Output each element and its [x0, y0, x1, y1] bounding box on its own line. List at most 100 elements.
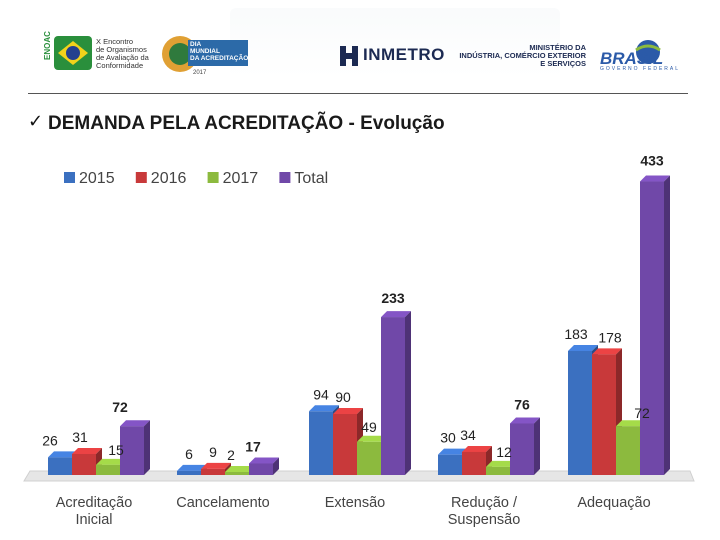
brasil-wordmark: BRASIL: [600, 49, 663, 68]
x-tick-label-0: Inicial: [75, 512, 112, 528]
data-label-Total-2: 233: [381, 290, 405, 306]
ministerio-text: MINISTÉRIO DA INDÚSTRIA, COMÉRCIO EXTERI…: [456, 44, 586, 68]
data-label-2015-4: 183: [564, 326, 588, 342]
data-label-2016-2: 90: [335, 389, 351, 405]
data-label-2016-0: 31: [72, 429, 88, 445]
ministerio-line: MINISTÉRIO DA: [529, 43, 586, 52]
chart-legend: 2015 2016 2017 Total: [64, 170, 328, 187]
bar-side-Total-1: [273, 457, 279, 475]
enoac-logo: ENOAC: [44, 31, 92, 70]
bar-top-2015-4: [568, 344, 598, 351]
dia-mundial-logo: [162, 36, 248, 72]
header-background-illustration: [230, 8, 560, 78]
bar-top-2015-0: [48, 451, 78, 458]
inmetro-logo-text: INMETRO: [363, 45, 445, 64]
bar-top-2016-0: [72, 447, 102, 454]
bar-2016-1: [201, 468, 225, 475]
legend-label-2016: 2016: [151, 170, 187, 187]
bar-Total-1: [249, 463, 273, 475]
bar-side-Total-4: [664, 175, 670, 475]
bar-top-2015-3: [438, 448, 468, 455]
legend-swatch-2016: [135, 172, 147, 183]
bar-2017-3: [486, 466, 510, 475]
enoac-line: de Avaliação da: [96, 53, 149, 62]
legend-swatch-2017: [207, 172, 219, 183]
bar-2015-3: [438, 454, 462, 475]
bar-top-Total-3: [510, 417, 540, 424]
bar-top-2017-0: [96, 458, 126, 465]
enoac-line: X Encontro: [96, 37, 134, 46]
bar-Total-0: [120, 426, 144, 475]
data-label-2017-0: 15: [108, 442, 124, 458]
bars-group: [48, 175, 670, 475]
legend-swatch-Total: [279, 172, 291, 183]
legend-label-Total: Total: [294, 170, 328, 187]
data-label-Total-1: 17: [245, 438, 261, 454]
data-labels-group: 26 6 94 30 183 31 9 90 34 178 15 2 49 12 72 72 17 233 76 43…: [42, 153, 664, 463]
enoac-event-name: X Encontro de Organismos de Avaliação da…: [96, 38, 166, 70]
data-label-Total-0: 72: [112, 399, 128, 415]
data-label-2016-4: 178: [598, 329, 622, 345]
bar-2016-0: [72, 453, 96, 475]
ministerio-line: INDÚSTRIA, COMÉRCIO EXTERIOR: [459, 51, 586, 60]
enoac-badge-text: ENOAC: [44, 31, 52, 60]
bar-2017-1: [225, 472, 249, 475]
x-tick-label-1: Cancelamento: [176, 495, 270, 511]
bar-top-2015-1: [177, 464, 207, 471]
bar-2015-0: [48, 457, 72, 475]
bar-top-2017-1: [225, 466, 255, 472]
bar-top-2016-2: [333, 408, 363, 414]
ministerio-line: E SERVIÇOS: [540, 59, 586, 68]
x-tick-label-2: Extensão: [325, 495, 385, 511]
dia-line: DA ACREDITAÇÃO: [190, 55, 249, 62]
data-label-2016-1: 9: [209, 444, 217, 460]
enoac-line: Conformidade: [96, 61, 144, 70]
bar-side-Total-3: [534, 417, 540, 475]
bar-2016-3: [462, 451, 486, 475]
bar-2016-4: [592, 354, 616, 475]
bar-top-2017-4: [616, 420, 646, 427]
data-label-2015-1: 6: [185, 446, 193, 462]
data-label-2017-2: 49: [361, 419, 377, 435]
enoac-line: de Organismos: [96, 45, 147, 54]
brasil-logo: BRASIL: [600, 40, 663, 68]
bar-top-Total-4: [640, 175, 670, 182]
slide-header: ENOAC X Encontro de Organismos de Avalia…: [0, 0, 720, 92]
bar-2017-4: [616, 426, 640, 475]
dia-line: DIA: [190, 41, 202, 48]
data-label-2015-3: 30: [440, 430, 456, 446]
data-label-Total-4: 433: [640, 153, 664, 169]
x-tick-label-3: Redução /: [451, 495, 518, 511]
data-label-2017-3: 12: [496, 444, 512, 460]
bar-top-2016-4: [592, 348, 622, 355]
data-label-Total-3: 76: [514, 396, 530, 412]
x-tick-label-4: Adequação: [577, 495, 650, 511]
brasil-subtitle: GOVERNO FEDERAL: [600, 66, 681, 72]
legend-swatch-2015: [64, 172, 75, 183]
data-label-2017-4: 72: [634, 405, 650, 421]
bar-top-Total-1: [249, 457, 279, 464]
bar-2015-4: [568, 350, 592, 475]
bar-side-Total-2: [405, 311, 411, 475]
bar-top-2015-2: [309, 405, 339, 412]
bar-top-Total-2: [381, 311, 411, 318]
bar-Total-4: [640, 181, 664, 475]
legend-label-2017: 2017: [223, 170, 259, 187]
inmetro-icon: [340, 46, 358, 66]
data-label-2015-0: 26: [42, 432, 58, 448]
bar-2015-1: [177, 470, 201, 475]
header-divider: [28, 93, 688, 94]
bar-top-2016-1: [201, 462, 231, 469]
dia-line: MUNDIAL: [190, 48, 220, 55]
check-icon: ✓: [28, 111, 44, 131]
bar-Total-2: [381, 317, 405, 475]
bar-2017-2: [357, 441, 381, 475]
x-tick-label-3: Suspensão: [448, 512, 521, 528]
bar-2015-2: [309, 411, 333, 475]
dia-mundial-text: DIA MUNDIAL DA ACREDITAÇÃO: [190, 41, 248, 62]
bar-Total-3: [510, 423, 534, 475]
data-label-2017-1: 2: [227, 447, 235, 463]
bar-side-Total-0: [144, 420, 150, 475]
legend-label-2015: 2015: [79, 170, 115, 187]
